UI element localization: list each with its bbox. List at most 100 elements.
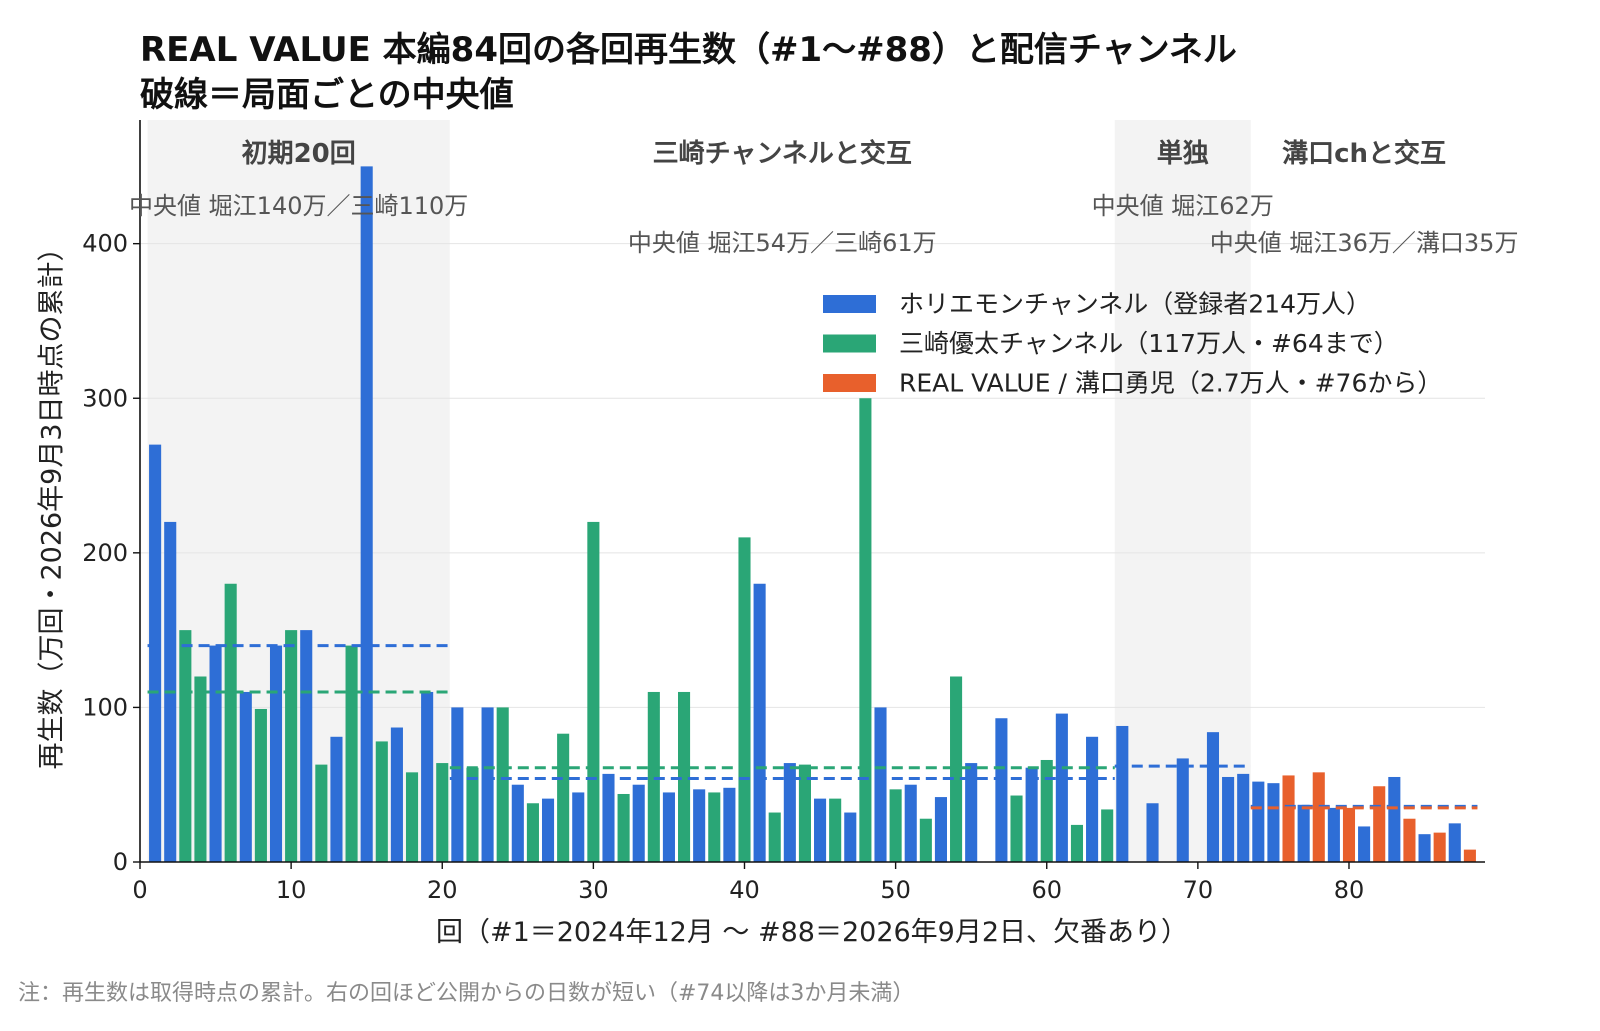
bar-episode-73 [1237, 773, 1250, 862]
bar-episode-24 [496, 707, 509, 862]
bar-episode-79 [1327, 807, 1340, 862]
phase-label: 初期20回 [242, 139, 356, 169]
bar-episode-14 [345, 645, 358, 862]
bar-episode-41 [753, 583, 766, 862]
bar-episode-4 [194, 676, 207, 862]
bar-episode-53 [934, 797, 947, 862]
bar-episode-23 [481, 707, 494, 862]
bar-episode-65 [1116, 725, 1129, 862]
bar-episode-33 [632, 784, 645, 862]
bar-episode-15 [360, 166, 373, 862]
legend-item: ホリエモンチャンネル（登録者214万人） [823, 290, 1371, 319]
bar-episode-3 [179, 630, 192, 862]
x-tick-label: 20 [427, 876, 458, 904]
bar-episode-64 [1101, 809, 1114, 862]
bar-episode-42 [768, 812, 781, 862]
bar-episode-13 [330, 736, 343, 862]
phase-label: 単独 [1157, 139, 1209, 169]
bar-episode-76 [1282, 775, 1295, 862]
bar-episode-18 [405, 772, 419, 862]
legend-label: 三崎優太チャンネル（117万人・#64まで） [899, 329, 1399, 358]
axes: 0 10 20 30 40 50 60 70 80 0 100 200 300 400 [82, 120, 1485, 904]
bar-episode-36 [678, 691, 691, 862]
median-lines [147, 644, 1478, 810]
bar-episode-54 [950, 676, 963, 862]
bar-episode-74 [1252, 781, 1265, 862]
phase-median-label: 中央値 堀江54万／三崎61万 [628, 229, 937, 257]
bar-episode-9 [269, 645, 283, 862]
bar-episode-19 [421, 691, 434, 862]
legend: ホリエモンチャンネル（登録者214万人） 三崎優太チャンネル（117万人・#64ま… [823, 290, 1442, 398]
y-tick-label: 0 [113, 848, 128, 876]
bar-episode-50 [889, 789, 902, 862]
bar-episode-6 [224, 583, 237, 862]
chart-subtitle: 破線＝局面ごとの中央値 [140, 75, 514, 115]
bar-episode-35 [662, 792, 675, 862]
x-axis-label: 回（#1＝2024年12月 〜 #88＝2026年9月2日、欠番あり） [436, 917, 1188, 948]
bar-episode-80 [1342, 807, 1356, 862]
legend-swatch [823, 374, 876, 392]
bar-episode-47 [844, 812, 857, 862]
phase-median-label: 中央値 堀江140万／三崎110万 [129, 192, 468, 220]
bar-episode-39 [723, 787, 736, 862]
bar-episode-85 [1418, 834, 1431, 862]
bar-episode-71 [1206, 732, 1220, 862]
y-tick-label: 200 [82, 539, 128, 567]
legend-swatch [823, 334, 876, 353]
bar-episode-82 [1373, 786, 1386, 862]
x-tick-label: 80 [1334, 876, 1365, 904]
bar-episode-88 [1463, 849, 1476, 862]
bar-episode-37 [693, 789, 706, 862]
y-tick-label: 400 [82, 230, 128, 258]
y-axis-label: 再生数（万回・2026年9月3日時点の累計） [37, 234, 68, 769]
bar-episode-59 [1025, 767, 1038, 862]
phase-label: 溝口chと交互 [1282, 138, 1446, 169]
bar-episode-84 [1403, 818, 1416, 862]
bar-episode-7 [239, 691, 252, 862]
y-tick-label: 300 [82, 384, 128, 412]
x-tick-label: 60 [1031, 876, 1062, 904]
x-tick-label: 30 [578, 876, 609, 904]
bar-episode-45 [814, 798, 827, 862]
bar-episode-78 [1312, 772, 1325, 862]
bar-episode-61 [1055, 713, 1068, 862]
bar-episode-17 [390, 727, 403, 862]
bar-episode-67 [1146, 803, 1159, 862]
y-tick-label: 100 [82, 693, 128, 721]
bar-episode-34 [647, 691, 660, 862]
bar-episode-38 [708, 792, 721, 862]
bar-episode-11 [300, 630, 313, 862]
bar-episode-26 [526, 803, 539, 862]
bar-episode-28 [557, 733, 570, 862]
bar-episode-10 [285, 630, 298, 862]
x-tick-label: 40 [729, 876, 760, 904]
bar-episode-63 [1086, 736, 1099, 862]
bar-episode-48 [859, 398, 872, 862]
bar-episode-5 [209, 645, 222, 862]
bar-episode-25 [511, 784, 524, 862]
bar-episode-83 [1388, 776, 1401, 862]
bar-episode-44 [798, 764, 811, 862]
phase-shade-1 [147, 120, 450, 862]
bar-episode-87 [1448, 823, 1461, 862]
bar-episode-52 [919, 818, 932, 862]
bar-episode-29 [572, 792, 585, 862]
footnote: 注：再生数は取得時点の累計。右の回ほど公開からの日数が短い（#74以降は3か月未… [18, 981, 914, 1006]
legend-item: REAL VALUE / 溝口勇児（2.7万人・#76から） [823, 369, 1442, 398]
bar-episode-75 [1267, 783, 1280, 862]
phase-median-label: 中央値 堀江36万／溝口35万 [1210, 229, 1519, 257]
bar-episode-32 [617, 793, 630, 862]
bar-episode-60 [1040, 759, 1053, 862]
bar-episode-46 [829, 798, 842, 862]
bar-episode-30 [587, 521, 600, 862]
legend-swatch [823, 295, 876, 313]
bar-episode-12 [315, 764, 328, 862]
bar-episode-58 [1010, 795, 1023, 862]
bar-episode-31 [602, 773, 615, 862]
legend-item: 三崎優太チャンネル（117万人・#64まで） [823, 329, 1399, 358]
bar-episode-69 [1176, 758, 1189, 862]
x-tick-label: 70 [1183, 876, 1214, 904]
bar-episode-55 [965, 763, 978, 862]
